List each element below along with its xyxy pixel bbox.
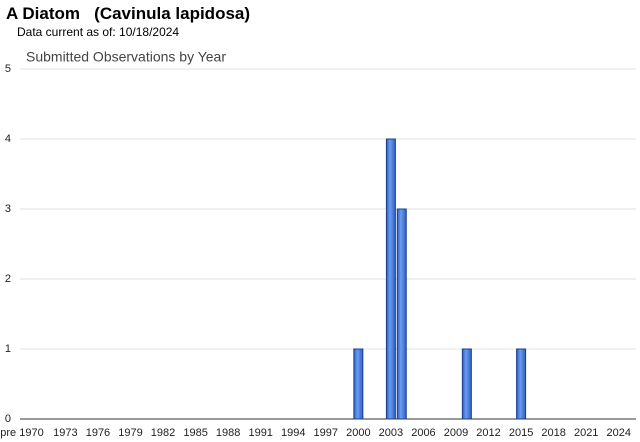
chart-title: Submitted Observations by Year — [26, 49, 226, 65]
x-tick-label: 2015 — [509, 427, 533, 439]
bar — [461, 348, 472, 420]
x-tick-label: 1982 — [151, 427, 175, 439]
y-tick-label: 1 — [5, 343, 11, 355]
x-tick-label: 2021 — [574, 427, 598, 439]
x-tick-label: 1976 — [86, 427, 110, 439]
x-tick-label: 1973 — [53, 427, 77, 439]
x-tick-label: 2000 — [346, 427, 370, 439]
x-tick-label: 1991 — [248, 427, 272, 439]
x-tick-label: 1994 — [281, 427, 305, 439]
x-tick-label: 1979 — [118, 427, 142, 439]
bar — [385, 138, 396, 420]
x-tick-label: 1997 — [314, 427, 338, 439]
x-tick-label: 2024 — [607, 427, 631, 439]
species-title: A Diatom (Cavinula lapidosa) — [6, 4, 251, 23]
x-tick-label: 2012 — [476, 427, 500, 439]
y-tick-label: 5 — [5, 63, 11, 75]
bar — [396, 208, 407, 420]
y-tick-label: 3 — [5, 203, 11, 215]
x-tick-label: pre 1970 — [0, 427, 43, 439]
data-date: Data current as of: 10/18/2024 — [17, 25, 180, 39]
x-tick-label: 1988 — [216, 427, 240, 439]
x-tick-label: 1985 — [183, 427, 207, 439]
bar — [353, 348, 364, 420]
x-tick-label: 2003 — [379, 427, 403, 439]
x-tick-label: 2018 — [541, 427, 565, 439]
y-tick-label: 4 — [5, 133, 11, 145]
y-tick-label: 2 — [5, 273, 11, 285]
x-tick-label: 2009 — [444, 427, 468, 439]
bar — [516, 348, 527, 420]
x-tick-label: 2006 — [411, 427, 435, 439]
y-tick-label: 0 — [5, 413, 11, 425]
